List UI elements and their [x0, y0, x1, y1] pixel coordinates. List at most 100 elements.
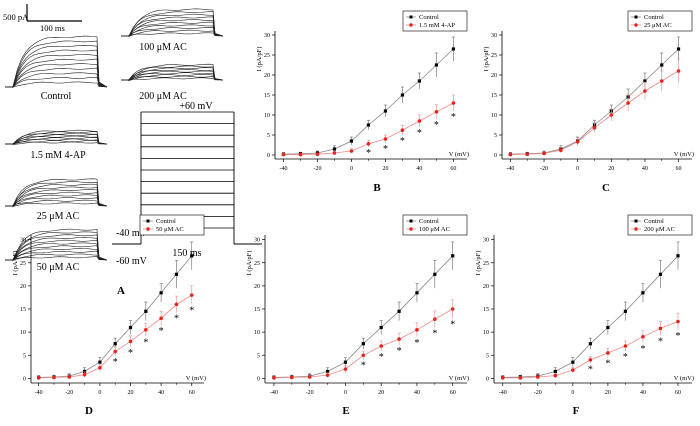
legend-box: [402, 10, 468, 32]
current-trace: [5, 44, 108, 88]
significance-star: *: [450, 319, 455, 330]
significance-star: *: [128, 348, 133, 359]
legend-marker-square: [634, 219, 638, 223]
significance-star: *: [432, 329, 437, 340]
legend-marker-circle: [409, 227, 413, 231]
significance-star: *: [658, 336, 663, 347]
legend-box: [627, 214, 693, 236]
current-trace: [5, 189, 108, 207]
y-tick-label: 15: [491, 93, 497, 99]
legend-box: [402, 214, 468, 236]
y-tick-label: 15: [483, 307, 489, 313]
panel-letter-b: B: [373, 182, 381, 194]
y-tick-label: 25: [491, 53, 497, 59]
data-point-circle: [128, 339, 133, 344]
significance-star: *: [113, 357, 118, 368]
x-tick-label: 20: [378, 390, 384, 396]
data-point-circle: [518, 376, 523, 380]
current-trace: [5, 228, 108, 261]
series-treatment: [281, 94, 456, 157]
y-tick-label: 0: [257, 376, 260, 382]
data-point-square: [623, 309, 628, 313]
data-point-square: [343, 360, 348, 364]
current-trace: [5, 191, 108, 208]
data-point-circle: [641, 334, 645, 339]
current-trace: [121, 29, 224, 37]
series-treatment: [508, 58, 681, 157]
trace-label-4ap: 1.5 mM 4-AP: [30, 150, 86, 161]
chart-panel-e: -40 -20 0 20 40 60 0 5 10 15 20 25 30 I (pA/pF) V (mV)…: [246, 214, 469, 417]
significance-star: *: [675, 331, 680, 342]
current-scale-label: 500 pA: [3, 12, 29, 22]
significance-star: *: [361, 360, 366, 371]
data-point-circle: [536, 375, 540, 379]
current-trace: [5, 138, 108, 145]
data-point-square: [383, 109, 388, 113]
current-trace: [121, 32, 224, 37]
current-trace: [5, 49, 108, 88]
x-axis-label: V (mV): [674, 375, 694, 382]
current-trace: [5, 129, 108, 145]
chart-panel-c: -40 -20 0 20 40 60 0 5 10 15 20 25 30 I (pA/pF) V (mV)…: [483, 10, 694, 194]
current-trace: [5, 250, 108, 261]
current-trace: [121, 16, 224, 37]
trace-group: [121, 63, 224, 82]
panel-letter-c: C: [602, 182, 610, 194]
trace-label-control: Control: [41, 91, 72, 102]
current-trace: [5, 135, 108, 145]
data-point-square: [658, 272, 663, 276]
data-point-circle: [553, 373, 558, 378]
panel-letter-a: A: [117, 285, 125, 297]
y-tick-label: 15: [264, 93, 270, 99]
y-axis-label: I (pA/pF): [246, 251, 253, 276]
data-point-circle: [400, 128, 405, 132]
chart-panel-b: -40 -20 0 20 40 60 0 5 10 15 20 25 30 I (pA/pF) V (mV)…: [256, 10, 469, 194]
y-tick-label: 5: [486, 353, 489, 359]
legend-entry: 25 μM AC: [644, 22, 672, 29]
data-point-square: [641, 291, 645, 295]
current-trace: [5, 54, 108, 88]
chart-panel-d: -40 -20 0 20 40 60 0 5 10 15 20 25 30 I (pA/pF) V (mV)…: [12, 214, 206, 417]
current-trace: [121, 27, 224, 37]
current-trace: [121, 72, 224, 82]
current-trace: [121, 65, 224, 82]
current-trace: [5, 248, 108, 261]
current-trace: [5, 141, 108, 145]
y-tick-label: 25: [254, 261, 260, 267]
legend-entry: 200 μM AC: [644, 226, 675, 233]
data-point-circle: [379, 344, 383, 348]
significance-star: *: [189, 305, 194, 316]
x-axis-label: V (mV): [674, 151, 694, 158]
data-point-square: [660, 63, 664, 67]
significance-star: *: [434, 120, 439, 131]
data-point-circle: [623, 344, 628, 348]
y-tick-label: 10: [20, 330, 26, 336]
x-tick-label: 40: [414, 390, 420, 396]
data-point-circle: [588, 358, 593, 362]
current-trace: [5, 231, 108, 261]
trace-label-100uM: 100 μM AC: [139, 42, 187, 53]
current-trace: [5, 239, 108, 262]
y-tick-label: 0: [486, 376, 489, 382]
data-point-circle: [159, 316, 163, 321]
x-tick-label: -40: [499, 390, 507, 396]
y-tick-label: 0: [267, 153, 270, 159]
data-point-circle: [366, 142, 371, 146]
data-point-circle: [343, 367, 348, 371]
data-point-circle: [508, 152, 513, 157]
y-tick-label: 0: [494, 153, 497, 159]
data-point-square: [553, 369, 557, 374]
current-trace: [121, 8, 224, 37]
data-point-square: [676, 254, 680, 258]
trace-label-200uM: 200 μM AC: [139, 91, 187, 102]
y-tick-label: 20: [483, 284, 489, 290]
current-trace: [5, 58, 108, 88]
current-trace: [5, 35, 108, 88]
y-tick-label: 30: [264, 33, 270, 39]
trace-group: [5, 228, 108, 262]
current-trace: [5, 178, 108, 207]
y-tick-label: 30: [491, 33, 497, 39]
significance-star: *: [383, 144, 388, 155]
series-line: [283, 48, 454, 155]
